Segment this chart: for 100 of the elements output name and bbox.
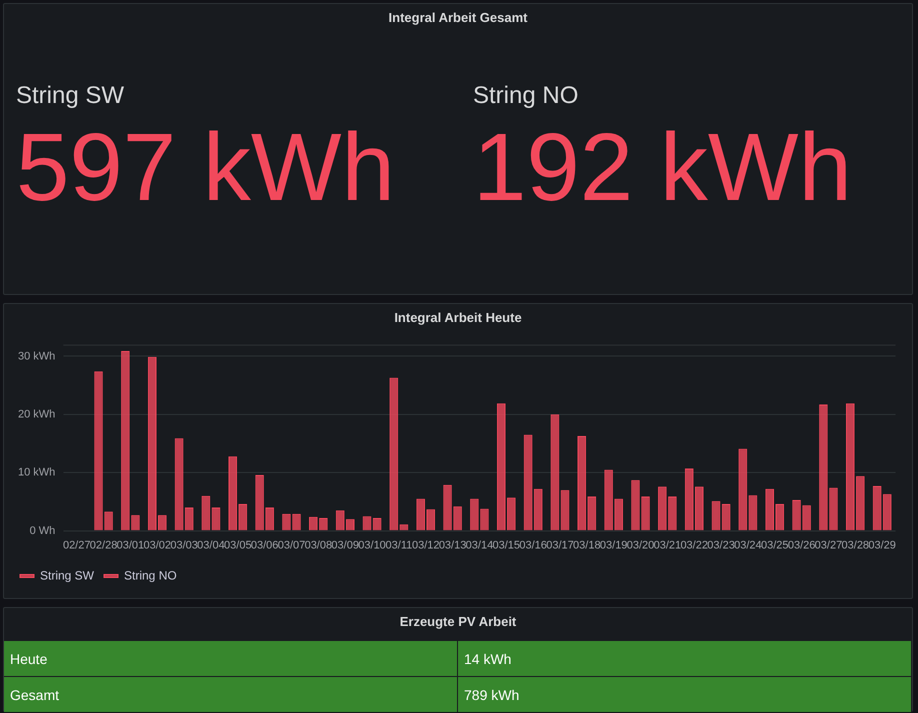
x-tick-label: 03/15 <box>492 539 520 552</box>
x-tick-label: 03/04 <box>197 539 225 552</box>
bar <box>668 496 677 530</box>
x-tick-label: 03/18 <box>573 539 601 552</box>
bar <box>148 356 157 530</box>
x-tick-label: 03/13 <box>438 539 466 552</box>
bar <box>158 515 167 530</box>
x-tick-label: 03/10 <box>358 539 386 552</box>
category-label: String SW <box>16 82 126 110</box>
x-tick-label: 03/22 <box>680 539 708 552</box>
y-tick-label: 0 Wh <box>30 524 56 537</box>
x-tick-label: 03/28 <box>842 539 870 552</box>
bar <box>776 504 784 530</box>
bar <box>390 378 398 530</box>
bar <box>641 496 650 530</box>
bar <box>550 414 560 530</box>
text: Integral Arbeit Gesamt <box>388 10 528 27</box>
bar <box>255 474 264 530</box>
x-tick-label: 03/17 <box>546 539 574 552</box>
x-tick-label: 03/01 <box>116 539 144 552</box>
bar <box>614 498 623 530</box>
x-tick-label: 03/12 <box>412 539 440 552</box>
x-tick-label: 03/19 <box>600 539 628 552</box>
bar <box>658 486 667 530</box>
bar <box>792 500 801 530</box>
bar <box>131 515 140 530</box>
bar <box>104 512 113 530</box>
bar <box>872 486 882 530</box>
bar <box>94 371 103 530</box>
x-tick-label: 02/27 <box>62 539 90 552</box>
bar <box>524 434 532 530</box>
bar <box>819 404 828 530</box>
text: 192 kWh <box>473 114 852 221</box>
x-tick-label: 03/03 <box>170 539 198 552</box>
x-tick-label: 03/07 <box>278 539 306 552</box>
category-label: Gesamt <box>4 677 458 712</box>
bar <box>496 403 506 530</box>
x-tick-label: 03/25 <box>760 539 789 552</box>
x-tick-label: 03/26 <box>788 539 816 552</box>
bar <box>507 498 516 530</box>
bar <box>712 501 720 530</box>
bar <box>202 496 210 530</box>
x-tick-label: 03/20 <box>626 539 654 552</box>
bar <box>121 351 130 530</box>
chart-title: Integral Arbeit Heute <box>393 310 523 327</box>
text: 597 kWh <box>16 114 395 221</box>
bar <box>416 498 425 530</box>
bar <box>174 438 184 530</box>
legend-label: String SW <box>40 568 95 582</box>
text: 14 kWh <box>464 650 512 666</box>
bar <box>184 508 194 530</box>
text: 789 kWh <box>464 686 520 702</box>
y-tick-label: 30 kWh <box>18 350 56 362</box>
bar <box>426 509 436 530</box>
category-label: String NO <box>473 82 580 110</box>
bar <box>480 508 489 530</box>
text: Erzeugte PV Arbeit <box>398 614 518 631</box>
y-tick-label: 10 kWh <box>18 466 56 479</box>
bar <box>765 488 774 530</box>
bar <box>578 436 586 530</box>
x-tick-label: 03/02 <box>143 539 172 552</box>
x-tick-label: 03/08 <box>304 539 332 552</box>
bar <box>265 508 274 530</box>
bar <box>560 490 570 530</box>
bar <box>748 495 758 530</box>
x-tick-label: 03/11 <box>386 539 412 552</box>
bar <box>604 470 613 530</box>
bar <box>694 486 704 530</box>
x-tick-label: 03/23 <box>707 539 735 552</box>
bar <box>282 514 291 530</box>
bar <box>443 484 452 530</box>
x-tick-label: 03/29 <box>868 539 896 552</box>
bar <box>631 480 640 530</box>
bar <box>292 514 301 530</box>
y-tick-label: 20 kWh <box>18 408 56 420</box>
bar <box>238 504 248 530</box>
legend-label: String NO <box>124 568 177 582</box>
x-tick-label: 03/16 <box>519 539 547 552</box>
bar <box>684 468 694 530</box>
bar <box>722 504 730 530</box>
bar <box>588 496 596 530</box>
x-tick-label: 03/24 <box>734 539 762 552</box>
x-tick-label: 03/14 <box>466 539 494 552</box>
x-tick-label: 03/05 <box>224 539 252 552</box>
bar <box>453 506 462 530</box>
x-tick-label: 02/28 <box>90 539 118 552</box>
bar <box>534 488 542 530</box>
bar <box>336 510 344 530</box>
bar <box>802 505 811 530</box>
x-tick-label: 03/27 <box>814 539 842 552</box>
bar <box>228 456 238 530</box>
bar <box>470 498 479 530</box>
bar <box>738 448 748 530</box>
bar <box>829 488 838 530</box>
x-tick-label: 03/21 <box>654 539 682 552</box>
bar <box>856 476 865 530</box>
x-tick-label: 03/09 <box>331 539 359 552</box>
category-label: Heute <box>4 641 458 676</box>
bar <box>212 508 220 530</box>
bar <box>846 403 855 530</box>
